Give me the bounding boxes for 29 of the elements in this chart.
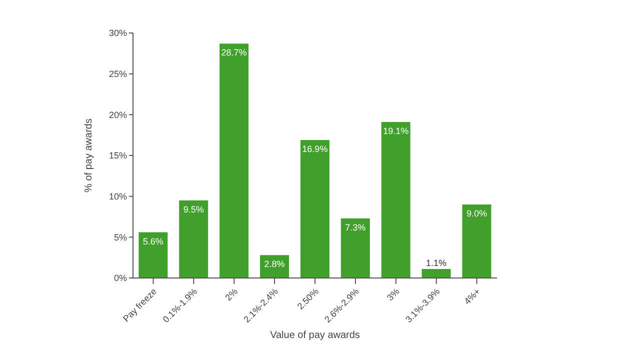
data-label: 28.7%	[221, 48, 247, 58]
bar	[381, 122, 410, 278]
bar	[340, 218, 370, 278]
y-tick-label: 30%	[108, 28, 127, 38]
data-label: 9.5%	[183, 204, 204, 214]
bar	[300, 140, 330, 278]
data-label: 7.3%	[345, 222, 366, 232]
bar	[422, 269, 451, 278]
y-tick-label: 20%	[108, 110, 127, 120]
y-tick-label: 0%	[114, 273, 127, 284]
x-axis-title: Value of pay awards	[270, 330, 360, 341]
x-tick-label: 4%+	[462, 286, 482, 306]
y-axis-title: % of pay awards	[84, 118, 95, 192]
x-tick-label: 3%	[385, 286, 402, 303]
y-tick-label: 5%	[114, 232, 127, 242]
data-label: 1.1%	[426, 258, 447, 268]
data-label: 9.0%	[466, 208, 487, 218]
bar	[462, 204, 492, 278]
data-label: 5.6%	[142, 236, 164, 246]
data-label: 16.9%	[302, 144, 328, 154]
bar	[220, 44, 249, 278]
y-tick-label: 10%	[108, 192, 127, 202]
y-tick-label: 25%	[108, 69, 127, 80]
x-tick-label: 2%	[223, 286, 240, 303]
data-label: 19.1%	[383, 126, 409, 136]
bar	[179, 200, 208, 278]
bar	[138, 232, 168, 278]
data-label: 2.8%	[264, 259, 285, 270]
y-tick-label: 15%	[108, 150, 127, 161]
